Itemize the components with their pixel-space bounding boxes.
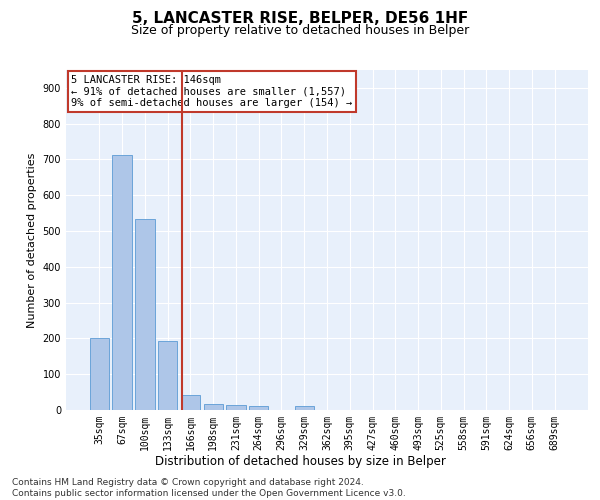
Bar xyxy=(226,405,245,410)
Text: Distribution of detached houses by size in Belper: Distribution of detached houses by size … xyxy=(155,455,445,468)
Bar xyxy=(203,404,223,410)
Bar xyxy=(158,341,178,410)
Text: Contains HM Land Registry data © Crown copyright and database right 2024.
Contai: Contains HM Land Registry data © Crown c… xyxy=(12,478,406,498)
Bar xyxy=(135,219,155,410)
Bar xyxy=(181,395,200,410)
Text: 5 LANCASTER RISE: 146sqm
← 91% of detached houses are smaller (1,557)
9% of semi: 5 LANCASTER RISE: 146sqm ← 91% of detach… xyxy=(71,75,352,108)
Y-axis label: Number of detached properties: Number of detached properties xyxy=(27,152,37,328)
Text: Size of property relative to detached houses in Belper: Size of property relative to detached ho… xyxy=(131,24,469,37)
Text: 5, LANCASTER RISE, BELPER, DE56 1HF: 5, LANCASTER RISE, BELPER, DE56 1HF xyxy=(132,11,468,26)
Bar xyxy=(295,406,314,410)
Bar xyxy=(112,155,132,410)
Bar xyxy=(90,338,109,410)
Bar xyxy=(249,406,268,410)
